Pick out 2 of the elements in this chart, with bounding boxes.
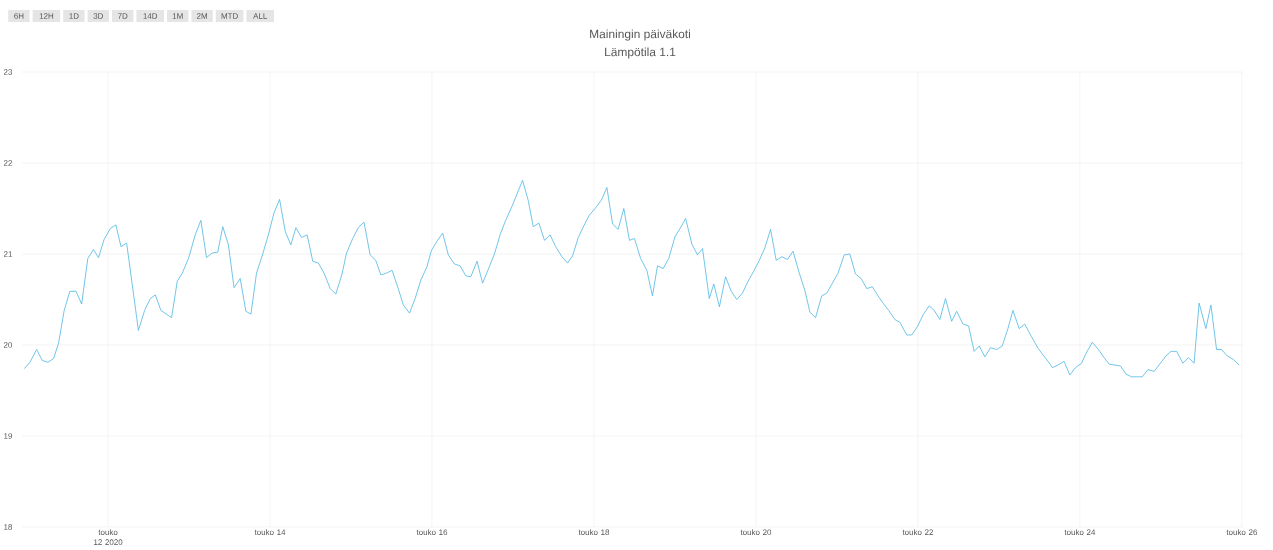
chart-subtitle: Lämpötila 1.1 [605,47,676,59]
chart-title: Mainingin päiväkoti [590,29,690,41]
